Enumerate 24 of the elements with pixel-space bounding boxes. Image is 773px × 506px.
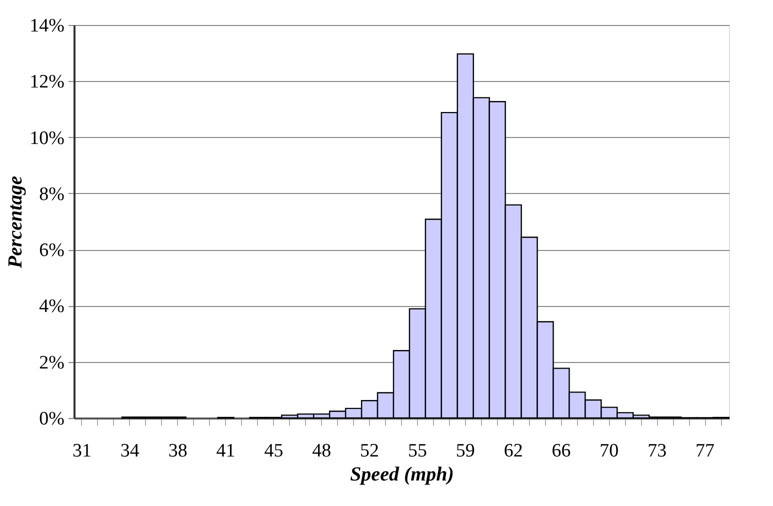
y-tick-label: 6%: [39, 240, 65, 262]
x-tick-label: 48: [312, 440, 332, 462]
y-tick-label: 0%: [39, 408, 65, 430]
x-tick-label: 45: [264, 440, 284, 462]
y-axis-title: Percentage: [4, 176, 27, 270]
x-tick-label: 41: [216, 440, 236, 462]
x-tick-label: 52: [360, 440, 380, 462]
x-axis-title: Speed (mph): [350, 464, 454, 486]
x-tick-label: 31: [72, 440, 92, 462]
y-tick-label: 14%: [30, 16, 65, 36]
y-tick-label: 4%: [39, 296, 65, 318]
x-tick-label: 73: [648, 440, 667, 462]
x-tick-label: 62: [504, 440, 523, 462]
y-tick-label: 10%: [30, 128, 65, 149]
x-tick-label: 34: [120, 440, 140, 462]
y-tick-label: 2%: [39, 352, 65, 374]
y-tick-label: 8%: [39, 184, 65, 205]
x-tick-label: 38: [168, 440, 188, 462]
x-tick-label: 70: [600, 440, 619, 462]
x-tick-label: 59: [456, 440, 475, 462]
y-tick-label: 12%: [30, 72, 65, 93]
x-tick-label: 55: [408, 440, 427, 462]
x-tick-label: 77: [696, 440, 715, 462]
x-tick-label: 66: [552, 440, 571, 462]
